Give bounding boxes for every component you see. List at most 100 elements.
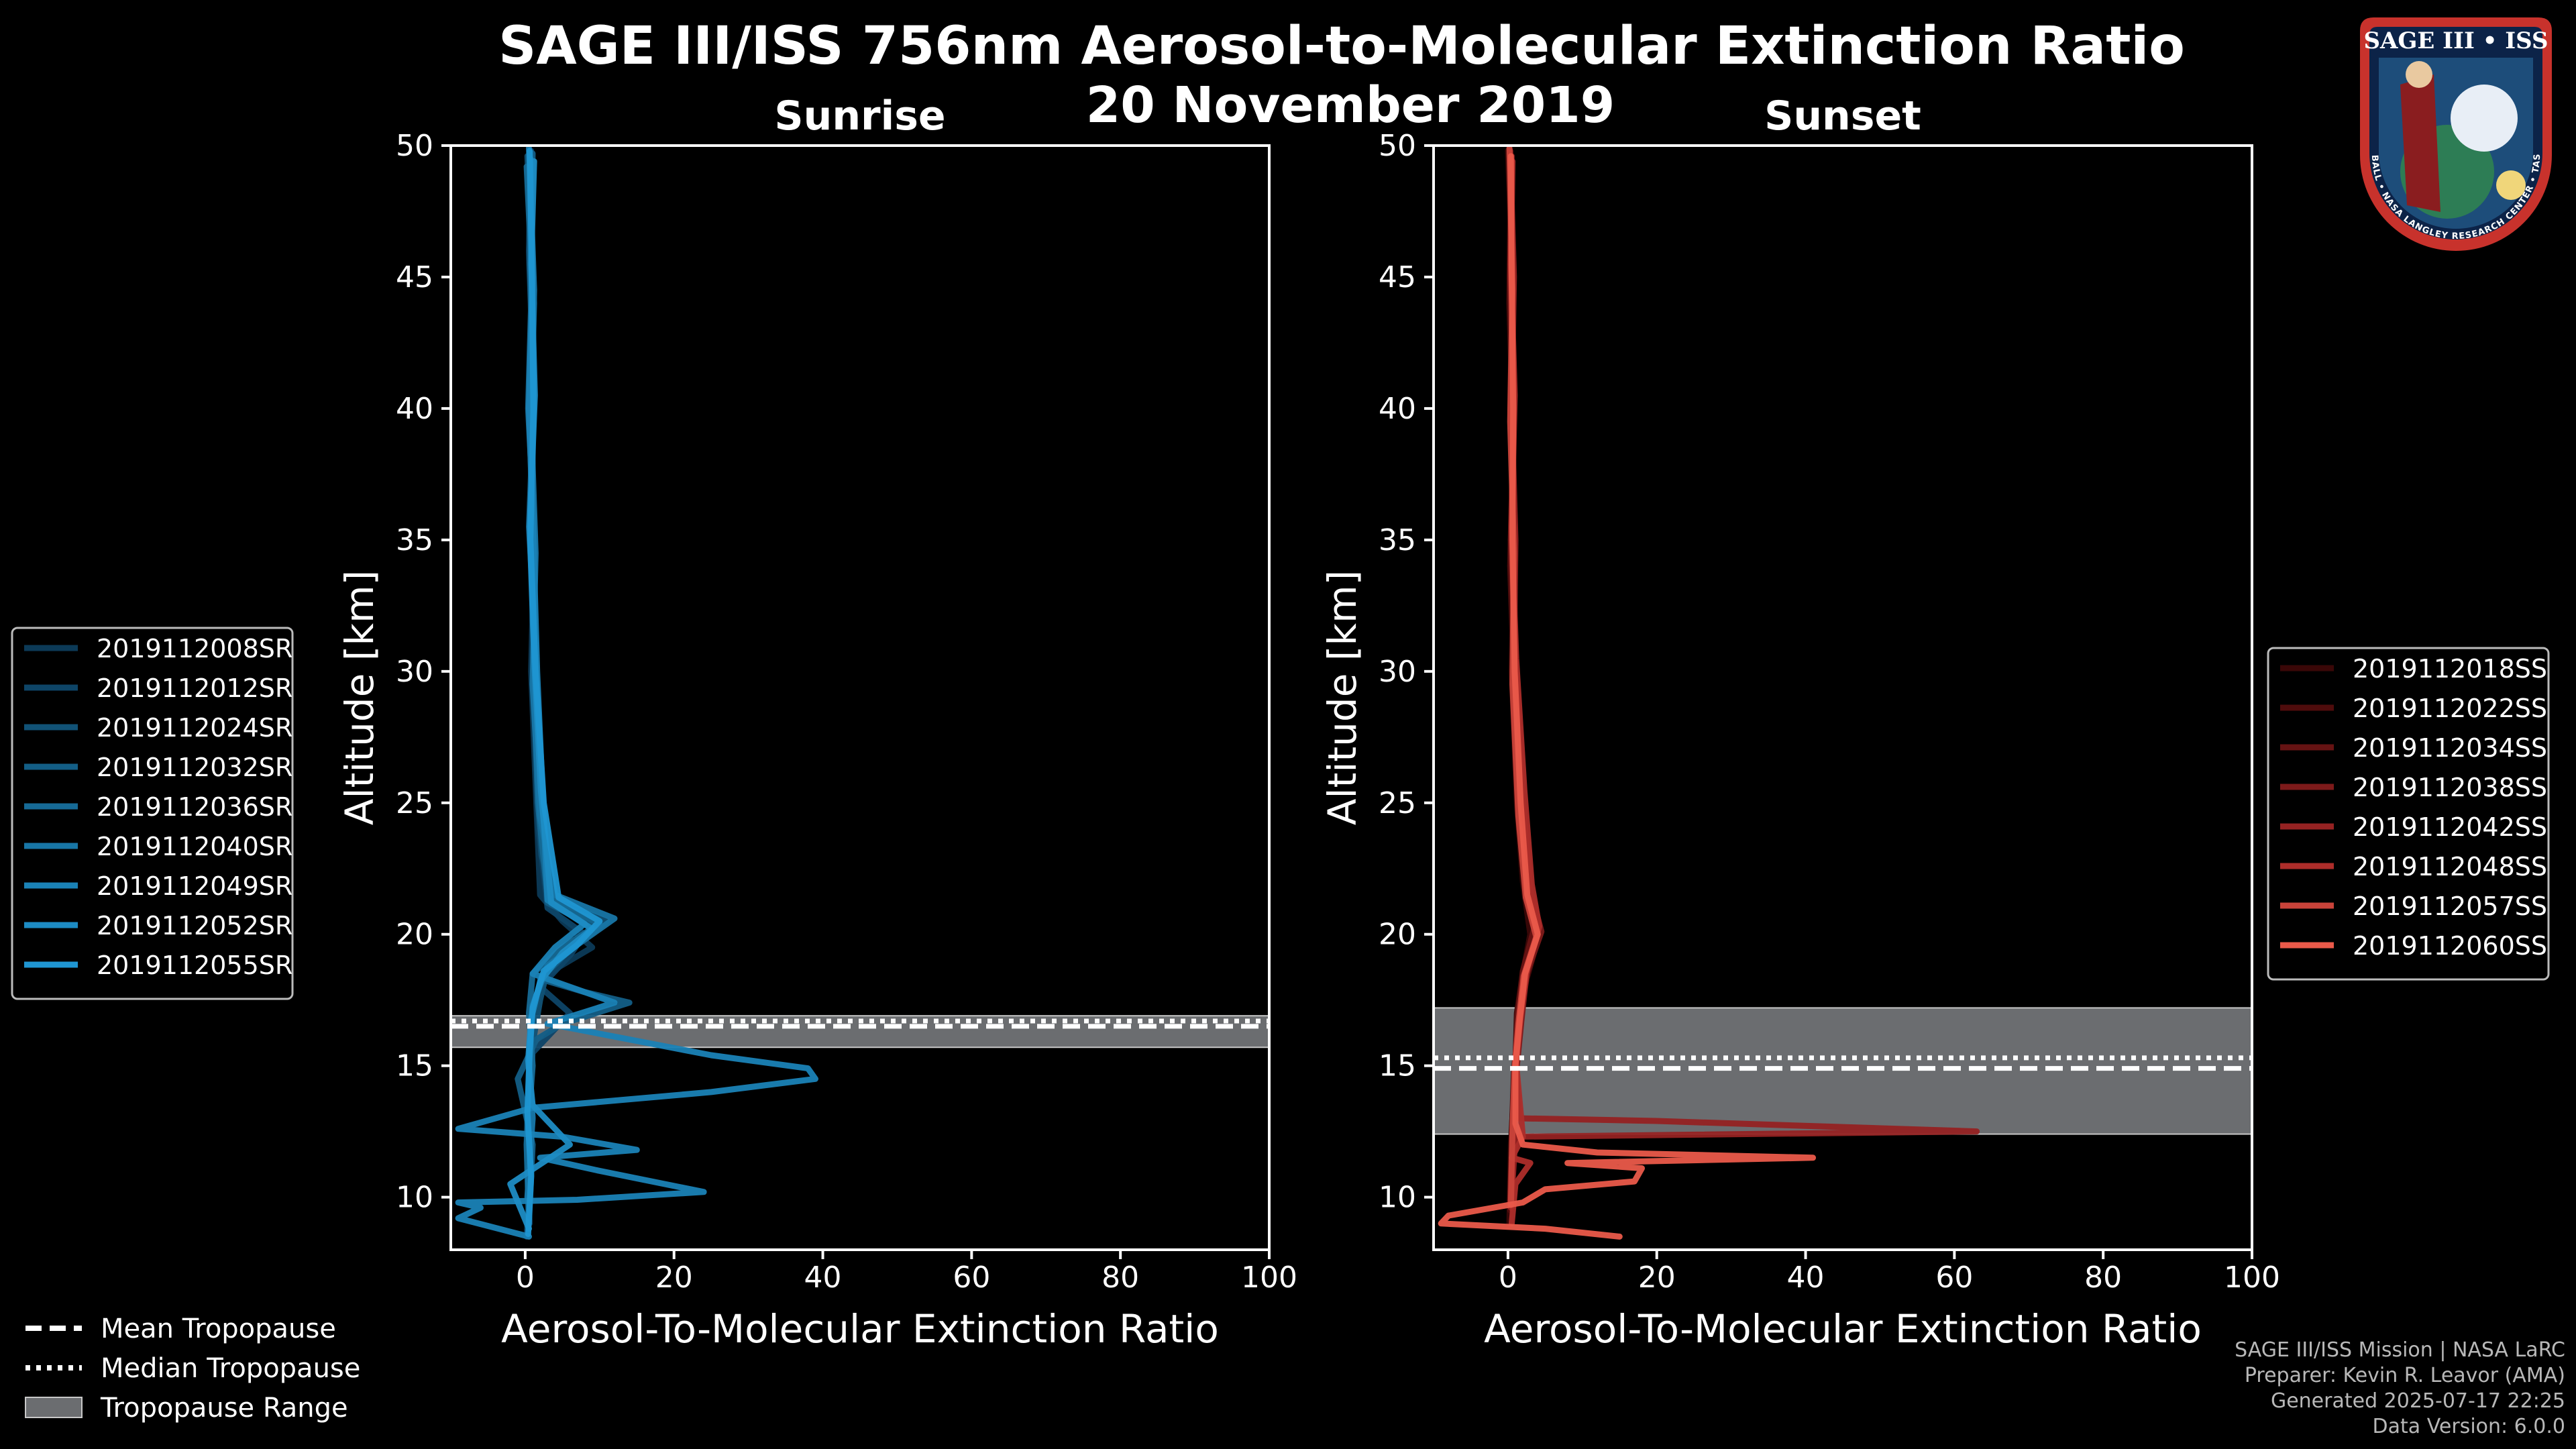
y-axis-label: Altitude [km] bbox=[337, 570, 382, 825]
x-tick-label: 0 bbox=[1499, 1260, 1517, 1295]
x-tick-label: 0 bbox=[516, 1260, 535, 1295]
legend-label: 2019112040SR bbox=[97, 832, 292, 861]
legend-label: 2019112018SS bbox=[2353, 654, 2547, 684]
legend-label: 2019112034SS bbox=[2353, 733, 2547, 763]
panel-title: Sunset bbox=[1764, 93, 1921, 140]
mission-patch-icon: SAGE III • ISS BALL • NASA LANGLEY RESEA… bbox=[2336, 3, 2552, 251]
y-tick-label: 20 bbox=[396, 918, 433, 952]
legend-entry: 2019112057SS bbox=[2280, 892, 2547, 921]
figure-title: SAGE III/ISS 756nm Aerosol-to-Molecular … bbox=[498, 16, 2185, 76]
y-tick-label: 10 bbox=[1379, 1181, 1416, 1215]
legend-label: 2019112022SS bbox=[2353, 694, 2547, 723]
panel-title: Sunrise bbox=[774, 93, 945, 140]
plot-area bbox=[451, 146, 1269, 1240]
series-legend: 2019112018SS 2019112022SS 2019112034SS 2019… bbox=[2267, 647, 2550, 981]
legend-entry: 2019112040SR bbox=[24, 832, 292, 861]
legend-swatch-patch bbox=[25, 1397, 83, 1418]
y-tick-label: 35 bbox=[1379, 523, 1416, 557]
y-tick-label: 15 bbox=[396, 1049, 433, 1083]
legend-entry: 2019112060SS bbox=[2280, 931, 2547, 961]
plot-frame bbox=[1432, 144, 2253, 1251]
legend-label: 2019112055SR bbox=[97, 951, 292, 980]
legend-label: 2019112042SS bbox=[2353, 812, 2547, 842]
y-tick-label: 30 bbox=[396, 655, 433, 689]
figure-date: 20 November 2019 bbox=[1086, 76, 1615, 134]
legend-entry: 2019112036SR bbox=[24, 792, 292, 822]
legend-frame bbox=[11, 627, 294, 1000]
plot-frame bbox=[449, 144, 1271, 1251]
tropopause-legend-label: Median Tropopause bbox=[101, 1353, 360, 1384]
legend-entry: 2019112055SR bbox=[24, 951, 292, 980]
legend-label: 2019112049SR bbox=[97, 871, 292, 901]
y-tick-label: 40 bbox=[1379, 392, 1416, 426]
legend-entry: 2019112034SS bbox=[2280, 733, 2547, 763]
x-tick-label: 20 bbox=[1638, 1260, 1676, 1295]
footer-credits: SAGE III/ISS Mission | NASA LaRC Prepare… bbox=[2235, 1338, 2565, 1440]
x-axis-label: Aerosol-To-Molecular Extinction Ratio bbox=[501, 1306, 1219, 1352]
sage-iii-iss-logo: SAGE III • ISS BALL • NASA LANGLEY RESEA… bbox=[2336, 3, 2572, 260]
footer-generated: Generated 2025-07-17 22:25 bbox=[2270, 1389, 2565, 1413]
y-tick-label: 30 bbox=[1379, 655, 1416, 689]
footer-mission: SAGE III/ISS Mission | NASA LaRC bbox=[2235, 1338, 2565, 1362]
legend-label: 2019112060SS bbox=[2353, 931, 2547, 961]
y-tick-label: 15 bbox=[1379, 1049, 1416, 1083]
x-tick-label: 60 bbox=[953, 1260, 990, 1295]
series-line-2019112055SR bbox=[524, 148, 603, 1237]
legend-label: 2019112048SS bbox=[2353, 852, 2547, 881]
tropopause-legend-entry: Mean Tropopause bbox=[25, 1313, 336, 1344]
legend-entry: 2019112012SR bbox=[24, 674, 292, 703]
x-tick-label: 100 bbox=[2224, 1260, 2280, 1295]
series-line-2019112060SS bbox=[1438, 153, 1817, 1240]
legend-frame bbox=[2267, 647, 2550, 981]
tropopause-legend: Mean Tropopause Median Tropopause Tropopau… bbox=[25, 1313, 360, 1424]
legend-label: 2019112032SR bbox=[97, 753, 292, 782]
series-legend: 2019112008SR 2019112012SR 2019112024SR 2019… bbox=[11, 627, 294, 1000]
legend-label: 2019112036SR bbox=[97, 792, 292, 822]
tropopause-legend-label: Mean Tropopause bbox=[101, 1313, 336, 1344]
x-tick-label: 100 bbox=[1241, 1260, 1297, 1295]
legend-entry: 2019112024SR bbox=[24, 713, 292, 743]
x-tick-label: 40 bbox=[1787, 1260, 1825, 1295]
x-tick-label: 20 bbox=[655, 1260, 693, 1295]
legend-label: 2019112024SR bbox=[97, 713, 292, 743]
y-tick-label: 50 bbox=[1379, 129, 1416, 163]
tropopause-legend-entry: Tropopause Range bbox=[25, 1393, 348, 1424]
legend-entry: 2019112022SS bbox=[2280, 694, 2547, 723]
footer-version: Data Version: 6.0.0 bbox=[2372, 1415, 2565, 1438]
chart-sunset: Sunset 0 20 40 60 80 100 10 15 20 25 30 35 40 45 50 Aero… bbox=[1320, 93, 2550, 1352]
y-tick-label: 35 bbox=[396, 523, 433, 557]
legend-entry: 2019112032SR bbox=[24, 753, 292, 782]
y-tick-label: 20 bbox=[1379, 918, 1416, 952]
legend-label: 2019112038SS bbox=[2353, 773, 2547, 802]
legend-label: 2019112008SR bbox=[97, 634, 292, 663]
tropopause-legend-label: Tropopause Range bbox=[100, 1393, 348, 1424]
plot-area bbox=[1434, 146, 2252, 1240]
footer-preparer: Preparer: Kevin R. Leavor (AMA) bbox=[2244, 1364, 2565, 1387]
legend-entry: 2019112052SR bbox=[24, 911, 292, 941]
y-tick-label: 25 bbox=[1379, 786, 1416, 820]
y-tick-label: 45 bbox=[1379, 260, 1416, 294]
x-tick-label: 40 bbox=[804, 1260, 842, 1295]
legend-entry: 2019112018SS bbox=[2280, 654, 2547, 684]
x-tick-label: 80 bbox=[1102, 1260, 1139, 1295]
tropopause-range-band bbox=[1434, 1007, 2252, 1135]
x-tick-label: 60 bbox=[1935, 1260, 1973, 1295]
x-tick-label: 80 bbox=[2084, 1260, 2122, 1295]
svg-text:SAGE III • ISS: SAGE III • ISS bbox=[2363, 28, 2548, 54]
y-tick-label: 50 bbox=[396, 129, 433, 163]
series-line-2019112049SR bbox=[455, 156, 818, 1240]
y-tick-label: 10 bbox=[396, 1181, 433, 1215]
legend-entry: 2019112042SS bbox=[2280, 812, 2547, 842]
legend-entry: 2019112038SS bbox=[2280, 773, 2547, 802]
legend-entry: 2019112049SR bbox=[24, 871, 292, 901]
tropopause-legend-entry: Median Tropopause bbox=[25, 1353, 360, 1384]
y-tick-label: 45 bbox=[396, 260, 433, 294]
legend-label: 2019112012SR bbox=[97, 674, 292, 703]
y-tick-label: 25 bbox=[396, 786, 433, 820]
y-tick-label: 40 bbox=[396, 392, 433, 426]
y-axis-label: Altitude [km] bbox=[1320, 570, 1365, 825]
legend-label: 2019112052SR bbox=[97, 911, 292, 941]
x-axis-label: Aerosol-To-Molecular Extinction Ratio bbox=[1484, 1306, 2202, 1352]
chart-sunrise: Sunrise 0 20 40 60 80 100 10 15 20 25 30 35 40 45 50 Aer… bbox=[11, 93, 1297, 1352]
